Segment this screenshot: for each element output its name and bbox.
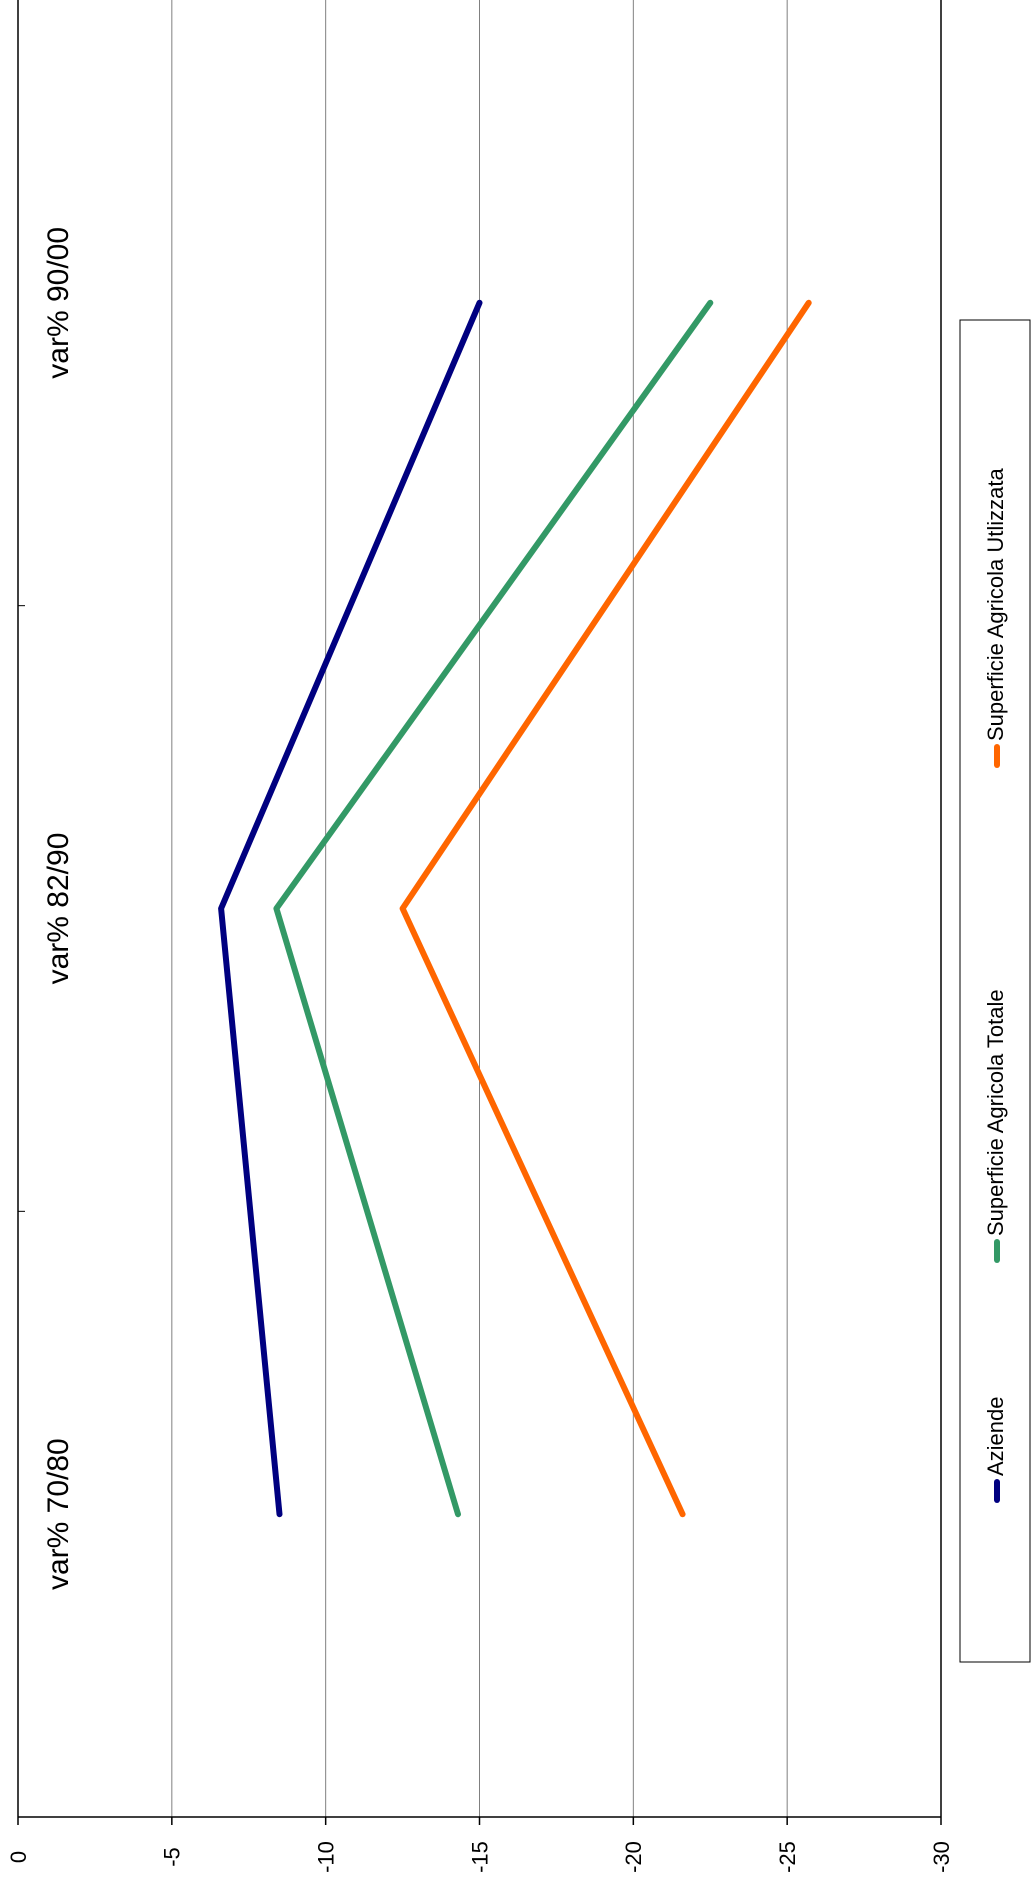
legend-label: Aziende: [983, 1396, 1008, 1476]
tick-label: -15: [467, 1841, 492, 1873]
legend: Aziende Superficie Agricola Totale Superfi…: [959, 319, 1031, 1663]
category-label: var% 82/90: [42, 833, 75, 985]
series-lines: [218, 299, 812, 1518]
tick-label: 0: [6, 1851, 31, 1863]
tick-label: -30: [929, 1841, 954, 1873]
category-label: var% 70/80: [42, 1438, 75, 1590]
y-axis-ticks: 0 -5 -10 -15 -20 -25 -30: [6, 1817, 954, 1873]
tick-label: -25: [775, 1841, 800, 1873]
tick-label: -10: [313, 1841, 338, 1873]
series-line: [218, 299, 483, 1518]
tick-label: -20: [621, 1841, 646, 1873]
category-labels: var% 70/80 var% 82/90 var% 90/00: [42, 227, 75, 1590]
tick-label: -5: [160, 1847, 185, 1867]
legend-box: [959, 319, 1031, 1663]
legend-label: Superficie Agricola Totale: [983, 989, 1008, 1236]
legend-label: Superficie Agricola Utlizzata: [983, 468, 1008, 741]
series-line: [399, 299, 812, 1518]
category-label: var% 90/00: [42, 227, 75, 379]
series-line: [273, 299, 714, 1518]
